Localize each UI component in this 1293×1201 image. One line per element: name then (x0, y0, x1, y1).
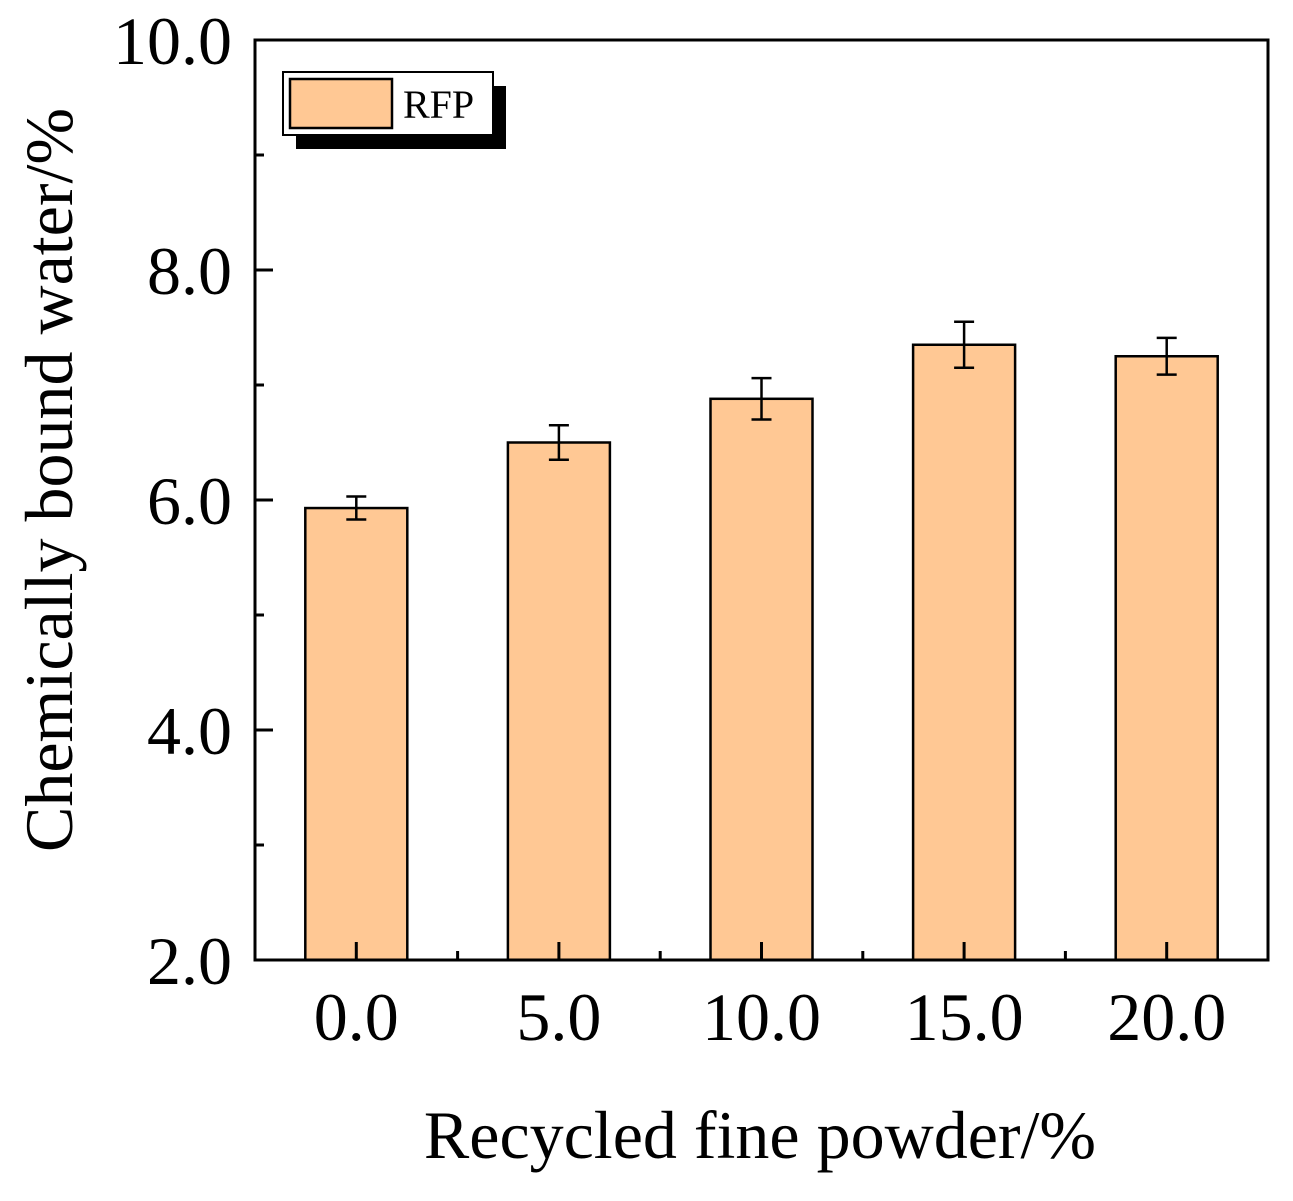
bar-5.0 (506, 441, 612, 962)
error-bars-layer (346, 320, 1177, 521)
x-tick-label: 20.0 (1107, 979, 1226, 1055)
error-bar-5.0 (548, 424, 569, 461)
y-tick-label: 10.0 (113, 3, 232, 79)
legend-label-rfp: RFP (403, 82, 474, 127)
error-bar-15.0 (954, 320, 975, 369)
y-tick-label: 4.0 (147, 693, 232, 769)
error-bar-0.0 (346, 495, 367, 521)
bar-0.0 (304, 506, 409, 962)
x-tick-label: 0.0 (314, 979, 399, 1055)
x-tick-label: 10.0 (702, 979, 821, 1055)
bars-layer (304, 343, 1219, 962)
y-tick-label: 6.0 (147, 463, 232, 539)
ticks-layer (255, 38, 1169, 962)
x-tick-label: 15.0 (905, 979, 1024, 1055)
error-bar-10.0 (751, 376, 772, 421)
legend: RFP (282, 71, 506, 149)
bar-20.0 (1114, 355, 1219, 962)
bar-10.0 (709, 397, 814, 962)
y-tick-label: 2.0 (147, 923, 232, 999)
y-axis-title: Chemically bound water/% (11, 108, 87, 852)
legend-swatch-rfp (288, 77, 394, 130)
x-tick-label: 5.0 (516, 979, 601, 1055)
bar-15.0 (911, 343, 1017, 962)
x-axis-title: Recycled fine powder/% (424, 1097, 1096, 1173)
tick-labels-layer: 0.0 5.0 10.0 15.0 20.0 2.0 4.0 6.0 8.0 10.0 (113, 3, 1226, 1055)
error-bar-20.0 (1156, 336, 1177, 376)
y-tick-label: 8.0 (147, 233, 232, 309)
